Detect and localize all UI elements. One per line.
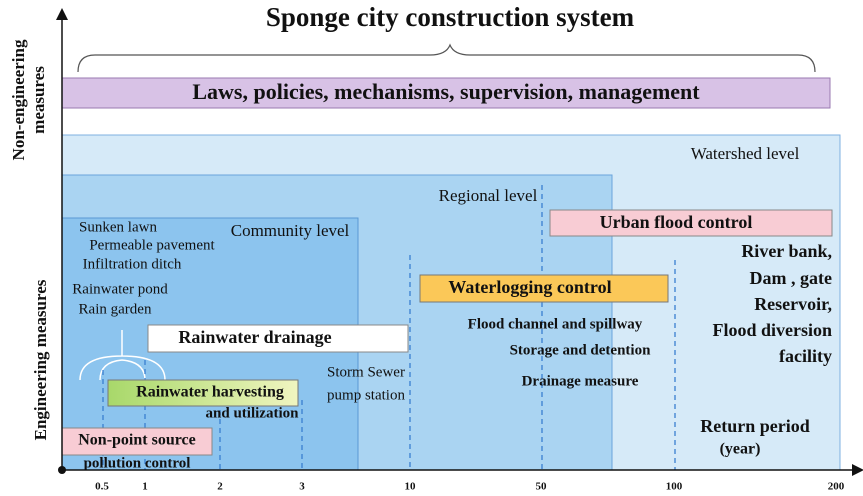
- y-label: Engineering measures: [31, 279, 50, 440]
- x-tick-label: 3: [299, 481, 305, 493]
- flood-item: facility: [779, 346, 832, 366]
- flood-item: Flood diversion: [712, 320, 832, 340]
- y-label: Non-engineering: [9, 39, 28, 160]
- flood-item: River bank,: [741, 241, 832, 261]
- laws-box: [61, 77, 831, 109]
- storm-text: pump station: [327, 387, 405, 403]
- measure: Permeable pavement: [89, 237, 215, 253]
- branch: [79, 330, 166, 381]
- waterlogging-title: Waterlogging control: [448, 277, 611, 297]
- x-tick-label: 2: [217, 481, 223, 493]
- harvesting-text: and utilization: [206, 405, 300, 421]
- brace: [77, 43, 816, 73]
- measure: Infiltration ditch: [83, 256, 182, 272]
- waterlogging-item: Drainage measure: [522, 373, 639, 389]
- flood-item: Reservoir,: [754, 294, 832, 314]
- waterlogging-box: [419, 274, 669, 303]
- x-tick-label: 0.5: [95, 481, 109, 493]
- community-label: Community level: [231, 221, 350, 240]
- drainage-box: [147, 324, 409, 353]
- flood-title: Urban flood control: [600, 212, 753, 232]
- flood-box: [549, 209, 833, 237]
- x-tick-label: 100: [666, 481, 683, 493]
- x-tick-label: 10: [405, 481, 417, 493]
- watershed-label: Watershed level: [691, 144, 800, 163]
- x-tick-label: 200: [828, 481, 845, 493]
- x-tick-label: 1: [142, 481, 148, 493]
- nonpoint-text: Non-point source: [78, 432, 196, 449]
- return-period: Return period: [700, 416, 810, 436]
- y-label: measures: [29, 66, 48, 134]
- storm-text: Storm Sewer: [327, 364, 405, 380]
- harvesting-text: Rainwater harvesting: [136, 384, 284, 401]
- measure: Rainwater pond: [72, 281, 168, 297]
- origin: [58, 466, 66, 474]
- nonpoint-text: pollution control: [84, 455, 191, 471]
- laws-text: Laws, policies, mechanisms, supervision,…: [192, 79, 700, 104]
- measure: Sunken lawn: [79, 219, 157, 235]
- waterlogging-item: Storage and detention: [510, 342, 651, 358]
- drainage-text: Rainwater drainage: [178, 327, 331, 347]
- x-tick-label: 50: [536, 481, 548, 493]
- return-period: (year): [720, 441, 761, 458]
- title: Sponge city construction system: [266, 2, 635, 32]
- measure: Rain garden: [79, 301, 152, 317]
- waterlogging-item: Flood channel and spillway: [468, 316, 643, 332]
- flood-item: Dam , gate: [750, 268, 832, 288]
- regional-label: Regional level: [439, 186, 538, 205]
- harvesting-box: [107, 379, 299, 407]
